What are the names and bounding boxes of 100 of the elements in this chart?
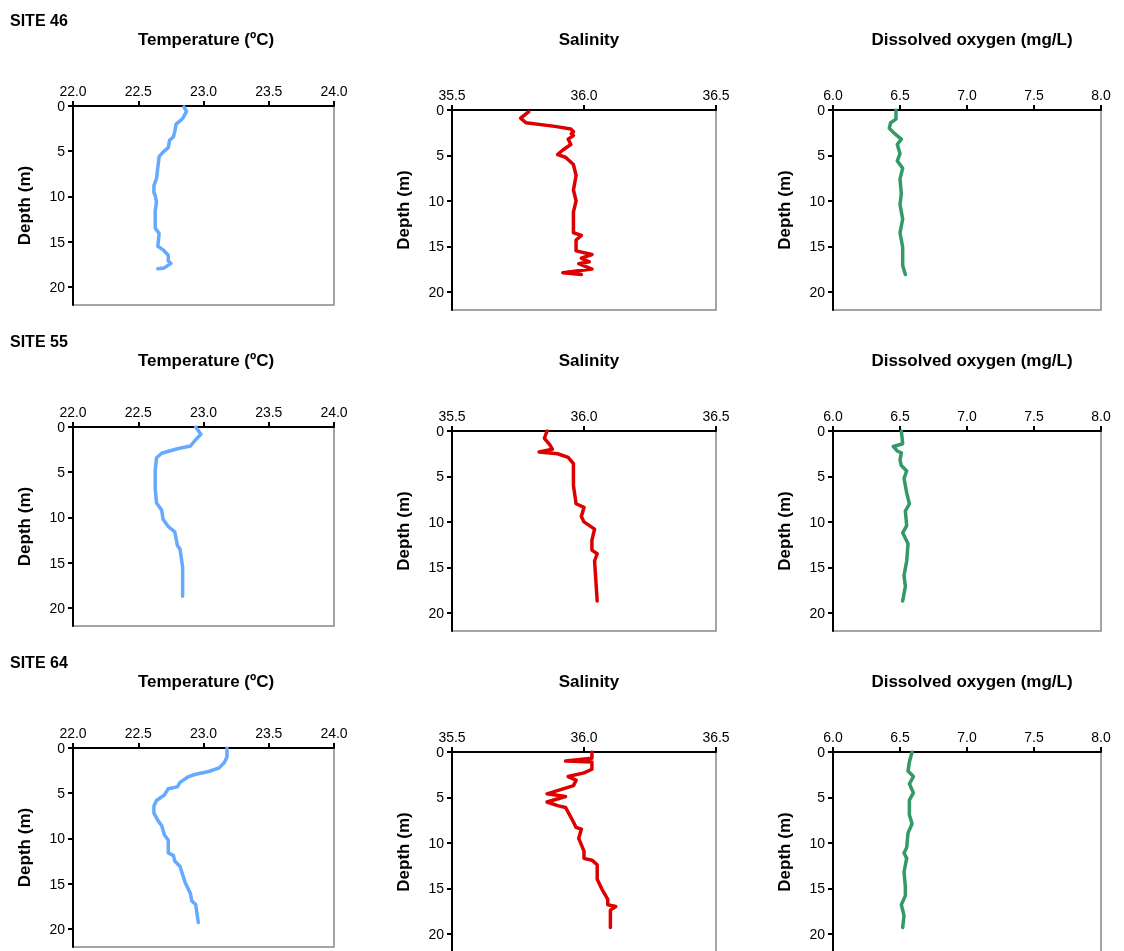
x-tick-label: 23.0 — [189, 83, 218, 99]
y-tick-label: 10 — [428, 192, 445, 209]
y-tick-label: 0 — [57, 740, 66, 756]
y-tick-label: 0 — [436, 744, 445, 760]
x-tick-label: 6.0 — [823, 408, 843, 424]
y-axis-title: Depth (m) — [775, 170, 794, 250]
x-tick-label: 36.0 — [570, 408, 598, 424]
y-axis-title: Depth (m) — [15, 486, 34, 567]
y-axis-title: Depth (m) — [775, 491, 794, 571]
x-tick-label: 7.0 — [957, 729, 977, 745]
y-tick-label: 5 — [436, 147, 445, 164]
line-series — [153, 425, 203, 598]
y-tick-label: 10 — [428, 513, 445, 530]
x-tick-label: 7.5 — [1024, 729, 1044, 745]
chart-title: Temperature (ºC) — [137, 672, 275, 691]
x-tick-label: 35.5 — [438, 408, 466, 424]
y-tick-label: 20 — [809, 604, 826, 621]
line-series — [887, 108, 908, 277]
x-tick-label: 8.0 — [1091, 408, 1111, 424]
y-tick-label: 15 — [49, 554, 66, 571]
y-tick-label: 15 — [428, 559, 445, 576]
y-tick-label: 5 — [817, 789, 826, 806]
x-tick-label: 6.5 — [890, 87, 910, 103]
y-tick-label: 15 — [428, 238, 445, 255]
y-tick-label: 20 — [809, 283, 826, 300]
x-tick-label: 8.0 — [1091, 87, 1111, 103]
y-axis-title: Depth (m) — [15, 807, 34, 888]
x-tick-label: 6.5 — [890, 408, 910, 424]
y-tick-label: 5 — [57, 785, 66, 802]
x-tick-label: 8.0 — [1091, 729, 1111, 745]
y-tick-label: 15 — [49, 233, 66, 250]
chart-title: Salinity — [558, 351, 620, 370]
y-tick-label: 0 — [436, 102, 445, 118]
y-tick-label: 5 — [436, 789, 445, 806]
y-tick-label: 10 — [49, 830, 66, 847]
y-tick-label: 10 — [809, 192, 826, 209]
x-tick-label: 22.0 — [59, 83, 87, 99]
x-tick-label: 6.5 — [890, 729, 910, 745]
x-tick-label: 36.0 — [570, 87, 598, 103]
y-tick-label: 20 — [428, 604, 445, 621]
y-tick-label: 15 — [809, 559, 826, 576]
y-axis-title: Depth (m) — [394, 491, 413, 571]
text: SITE 55 — [10, 332, 68, 350]
x-tick-label: 24.0 — [320, 404, 348, 420]
y-tick-label: 5 — [57, 143, 66, 160]
chart-title: Dissolved oxygen (mg/L) — [871, 672, 1073, 691]
x-tick-label: 36.5 — [702, 729, 730, 745]
y-tick-label: 20 — [49, 599, 66, 616]
chart-title: Salinity — [558, 30, 620, 49]
x-tick-label: 36.0 — [570, 729, 598, 745]
y-tick-label: 10 — [809, 834, 826, 851]
y-tick-label: 0 — [817, 423, 826, 439]
y-tick-label: 10 — [49, 188, 66, 205]
y-tick-label: 10 — [428, 834, 445, 851]
x-tick-label: 7.0 — [957, 87, 977, 103]
y-tick-label: 20 — [428, 283, 445, 300]
y-tick-label: 15 — [428, 880, 445, 897]
y-tick-label: 15 — [809, 238, 826, 255]
y-tick-label: 5 — [817, 468, 826, 485]
y-tick-label: 5 — [57, 464, 66, 481]
line-series — [537, 429, 599, 603]
y-tick-label: 20 — [809, 925, 826, 942]
x-tick-label: 23.5 — [255, 83, 283, 99]
y-tick-label: 10 — [809, 513, 826, 530]
x-tick-label: 23.0 — [189, 404, 218, 420]
y-axis-title: Depth (m) — [394, 812, 413, 892]
x-tick-label: 35.5 — [438, 729, 466, 745]
line-series — [152, 105, 189, 271]
chart-title: Dissolved oxygen (mg/L) — [871, 351, 1073, 370]
text: SITE 46 — [10, 11, 68, 29]
x-tick-label: 35.5 — [438, 87, 466, 103]
x-tick-label: 22.5 — [124, 404, 153, 420]
x-tick-label: 36.5 — [702, 408, 730, 424]
y-tick-label: 0 — [436, 423, 445, 439]
y-tick-label: 20 — [428, 925, 445, 942]
y-tick-label: 15 — [49, 875, 66, 892]
y-tick-label: 5 — [817, 147, 826, 164]
x-tick-label: 6.0 — [823, 87, 843, 103]
x-tick-label: 24.0 — [320, 83, 348, 99]
y-tick-label: 5 — [436, 468, 445, 485]
x-tick-label: 7.5 — [1024, 87, 1044, 103]
chart-title: Temperature (ºC) — [137, 351, 275, 370]
x-tick-label: 23.5 — [255, 404, 283, 420]
y-tick-label: 20 — [49, 920, 66, 937]
text: SITE 64 — [10, 653, 68, 671]
x-tick-label: 6.0 — [823, 729, 843, 745]
x-tick-label: 7.5 — [1024, 408, 1044, 424]
x-tick-label: 22.0 — [59, 404, 87, 420]
line-series — [518, 110, 594, 277]
y-tick-label: 20 — [49, 278, 66, 295]
chart-title: Dissolved oxygen (mg/L) — [871, 30, 1073, 49]
y-tick-label: 10 — [49, 509, 66, 526]
chart-title: Temperature (ºC) — [137, 30, 275, 49]
y-tick-label: 15 — [809, 880, 826, 897]
line-series — [152, 746, 229, 925]
line-series — [545, 750, 618, 930]
chart-title: Salinity — [558, 672, 620, 691]
x-tick-label: 24.0 — [320, 725, 348, 741]
y-axis-title: Depth (m) — [394, 170, 413, 250]
x-tick-label: 7.0 — [957, 408, 977, 424]
